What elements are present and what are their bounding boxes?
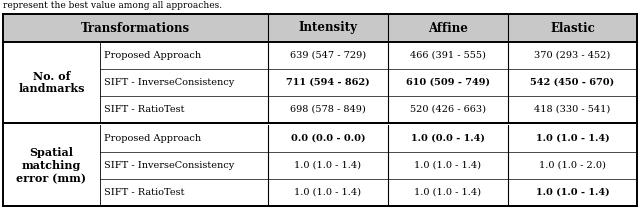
Text: SIFT - InverseConsistency: SIFT - InverseConsistency xyxy=(104,78,234,87)
Text: 639 (547 - 729): 639 (547 - 729) xyxy=(290,51,366,60)
Text: 1.0 (1.0 - 1.4): 1.0 (1.0 - 1.4) xyxy=(536,188,609,197)
Text: 1.0 (1.0 - 1.4): 1.0 (1.0 - 1.4) xyxy=(294,161,362,170)
Text: 711 (594 - 862): 711 (594 - 862) xyxy=(286,78,370,87)
Text: Transformations: Transformations xyxy=(81,21,190,35)
Text: 1.0 (1.0 - 1.4): 1.0 (1.0 - 1.4) xyxy=(415,188,481,197)
Text: Proposed Approach: Proposed Approach xyxy=(104,51,201,60)
Text: represent the best value among all approaches.: represent the best value among all appro… xyxy=(3,1,222,10)
Text: 520 (426 - 663): 520 (426 - 663) xyxy=(410,105,486,114)
Bar xyxy=(3,14,637,42)
Text: Elastic: Elastic xyxy=(550,21,595,35)
Text: Intensity: Intensity xyxy=(298,21,358,35)
Text: 1.0 (1.0 - 1.4): 1.0 (1.0 - 1.4) xyxy=(294,188,362,197)
Text: 466 (391 - 555): 466 (391 - 555) xyxy=(410,51,486,60)
Text: 1.0 (1.0 - 2.0): 1.0 (1.0 - 2.0) xyxy=(539,161,606,170)
Text: SIFT - RatioTest: SIFT - RatioTest xyxy=(104,188,184,197)
Text: 1.0 (1.0 - 1.4): 1.0 (1.0 - 1.4) xyxy=(415,161,481,170)
Text: 698 (578 - 849): 698 (578 - 849) xyxy=(290,105,366,114)
Text: 0.0 (0.0 - 0.0): 0.0 (0.0 - 0.0) xyxy=(291,134,365,143)
Text: Proposed Approach: Proposed Approach xyxy=(104,134,201,143)
Text: 418 (330 - 541): 418 (330 - 541) xyxy=(534,105,611,114)
Text: Spatial
matching
error (mm): Spatial matching error (mm) xyxy=(17,147,86,184)
Text: SIFT - RatioTest: SIFT - RatioTest xyxy=(104,105,184,114)
Text: 542 (450 - 670): 542 (450 - 670) xyxy=(531,78,614,87)
Text: SIFT - InverseConsistency: SIFT - InverseConsistency xyxy=(104,161,234,170)
Text: 1.0 (0.0 - 1.4): 1.0 (0.0 - 1.4) xyxy=(411,134,485,143)
Text: 1.0 (1.0 - 1.4): 1.0 (1.0 - 1.4) xyxy=(536,134,609,143)
Text: 610 (509 - 749): 610 (509 - 749) xyxy=(406,78,490,87)
Text: No. of
landmarks: No. of landmarks xyxy=(19,71,84,94)
Text: Affine: Affine xyxy=(428,21,468,35)
Text: 370 (293 - 452): 370 (293 - 452) xyxy=(534,51,611,60)
